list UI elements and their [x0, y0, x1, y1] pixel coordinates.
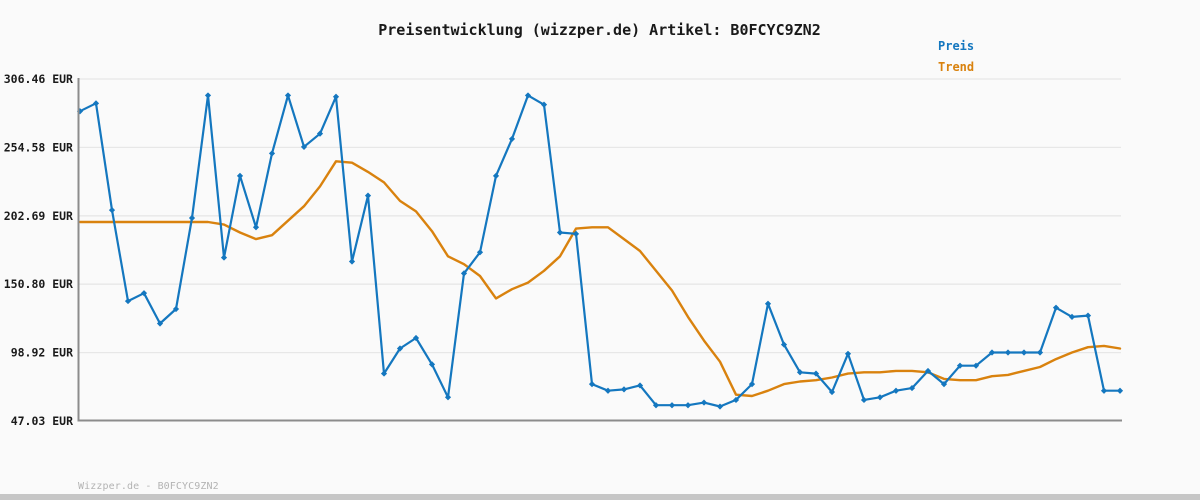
legend-item-preis: Preis — [938, 39, 975, 53]
price-marker — [572, 230, 580, 237]
price-marker — [188, 214, 196, 222]
price-marker — [668, 402, 676, 409]
price-marker — [1116, 387, 1124, 394]
price-marker — [460, 270, 468, 277]
price-marker — [924, 367, 932, 375]
price-marker — [444, 394, 452, 401]
legend-item-trend: Trend — [938, 60, 975, 74]
price-marker — [252, 224, 260, 231]
price-marker — [236, 172, 244, 179]
y-tick-label: 47.03 EUR — [11, 414, 73, 428]
price-marker — [972, 362, 980, 369]
price-marker — [876, 394, 884, 401]
price-marker — [124, 297, 132, 305]
price-marker — [492, 172, 500, 179]
price-marker — [732, 396, 740, 404]
price-marker — [1084, 312, 1092, 319]
price-marker — [620, 386, 628, 393]
chart-legend: Preis Trend — [938, 39, 974, 75]
price-marker — [476, 249, 484, 256]
chart-title: Preisentwicklung (wizzper.de) Artikel: B… — [378, 21, 821, 39]
price-marker — [1068, 313, 1076, 320]
price-marker — [428, 361, 436, 368]
y-tick-label: 254.58 EUR — [4, 140, 73, 154]
price-marker — [364, 192, 372, 199]
price-marker — [220, 254, 228, 261]
price-marker — [764, 300, 772, 307]
price-marker — [1052, 304, 1060, 311]
price-marker — [412, 334, 420, 342]
bottom-bar — [0, 494, 1200, 500]
trend-line — [78, 160, 1122, 398]
y-tick-label: 306.46 EUR — [4, 72, 73, 86]
price-marker — [796, 369, 804, 376]
price-marker — [204, 92, 212, 99]
price-marker — [860, 396, 868, 404]
price-marker — [940, 381, 948, 388]
price-marker — [716, 403, 724, 410]
price-marker — [172, 305, 180, 313]
price-marker — [396, 345, 404, 352]
price-marker — [316, 130, 324, 137]
price-marker — [348, 258, 356, 265]
watermark-text: Wizzper.de - B0FCYC9ZN2 — [78, 481, 219, 492]
price-marker — [540, 101, 548, 108]
price-marker — [908, 384, 916, 392]
price-marker — [332, 93, 340, 100]
price-marker — [268, 150, 276, 157]
price-marker — [780, 341, 788, 348]
price-marker — [652, 402, 660, 409]
price-marker — [588, 381, 596, 388]
price-marker — [300, 143, 308, 150]
price-marker — [636, 382, 644, 389]
price-marker — [508, 135, 516, 143]
price-marker — [1036, 349, 1044, 356]
y-tick-label: 150.80 EUR — [4, 277, 73, 291]
price-marker — [1004, 349, 1012, 356]
price-marker — [812, 370, 820, 377]
price-marker — [748, 381, 756, 388]
price-marker — [284, 92, 292, 99]
price-marker — [556, 229, 564, 236]
price-marker — [1020, 349, 1028, 356]
price-marker — [892, 387, 900, 394]
y-tick-label: 98.92 EUR — [11, 346, 73, 360]
price-marker — [524, 92, 532, 99]
price-marker — [140, 290, 148, 297]
price-marker — [380, 370, 388, 377]
price-line — [78, 94, 1122, 408]
price-marker — [108, 207, 116, 214]
price-marker — [1100, 387, 1108, 394]
price-marker — [844, 350, 852, 357]
price-marker — [604, 387, 612, 394]
price-marker — [988, 349, 996, 356]
price-marker — [156, 320, 164, 327]
price-marker — [92, 100, 100, 107]
price-marker — [828, 388, 836, 396]
price-marker — [956, 362, 964, 369]
price-marker — [684, 402, 692, 409]
y-tick-label: 202.69 EUR — [4, 209, 73, 223]
price-marker — [700, 399, 708, 406]
